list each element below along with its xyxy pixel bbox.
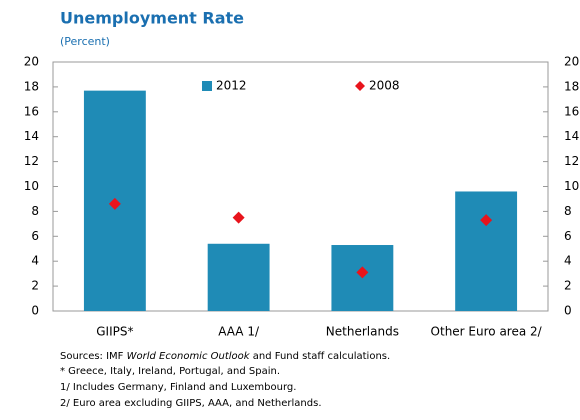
diamond-marker: [356, 266, 369, 279]
diamond-marker: [232, 211, 245, 224]
y2-tick-label: 4: [564, 254, 572, 268]
y2-tick-label: 18: [564, 79, 579, 93]
y2-tick-label: 0: [564, 304, 572, 318]
y-tick-label: 4: [31, 254, 39, 268]
note-line: 1/ Includes Germany, Finland and Luxembo…: [60, 382, 296, 393]
bar: [455, 191, 518, 311]
chart-subtitle: (Percent): [60, 35, 110, 48]
y2-tick-label: 14: [564, 129, 579, 143]
note-line: * Greece, Italy, Ireland, Portugal, and …: [60, 366, 280, 377]
legend-swatch: [202, 81, 212, 91]
y-tick-label: 14: [24, 129, 39, 143]
y-tick-label: 16: [24, 104, 39, 118]
note-text: and Fund staff calculations.: [250, 351, 391, 362]
x-tick-label: GIIPS*: [96, 325, 133, 339]
y2-tick-label: 6: [564, 229, 572, 243]
y-tick-label: 6: [31, 229, 39, 243]
y2-tick-label: 2: [564, 279, 572, 293]
note-text: Sources: IMF: [60, 351, 127, 362]
y2-tick-label: 10: [564, 179, 579, 193]
sources-note: Sources: IMF World Economic Outlook and …: [60, 351, 390, 362]
y-tick-label: 8: [31, 204, 39, 218]
x-tick-label: AAA 1/: [218, 325, 260, 339]
diamond-marker: [108, 197, 121, 210]
y2-tick-label: 20: [564, 55, 579, 69]
y-tick-label: 10: [24, 179, 39, 193]
bar: [207, 243, 270, 311]
legend-label: 2008: [369, 79, 400, 93]
x-tick-label: Netherlands: [326, 325, 399, 339]
y2-tick-label: 8: [564, 204, 572, 218]
y2-tick-label: 16: [564, 104, 579, 118]
note-text: World Economic Outlook: [127, 351, 251, 362]
chart-title: Unemployment Rate: [60, 9, 244, 28]
y-tick-label: 2: [31, 279, 39, 293]
y2-tick-label: 12: [564, 154, 579, 168]
legend-label: 2012: [216, 79, 247, 93]
y-tick-label: 18: [24, 79, 39, 93]
y-tick-label: 12: [24, 154, 39, 168]
diamond-marker: [480, 214, 493, 227]
y-tick-label: 0: [31, 304, 39, 318]
x-tick-label: Other Euro area 2/: [431, 325, 543, 339]
y-tick-label: 20: [24, 55, 39, 69]
legend-swatch: [355, 81, 365, 91]
note-line: 2/ Euro area excluding GIIPS, AAA, and N…: [60, 398, 322, 409]
